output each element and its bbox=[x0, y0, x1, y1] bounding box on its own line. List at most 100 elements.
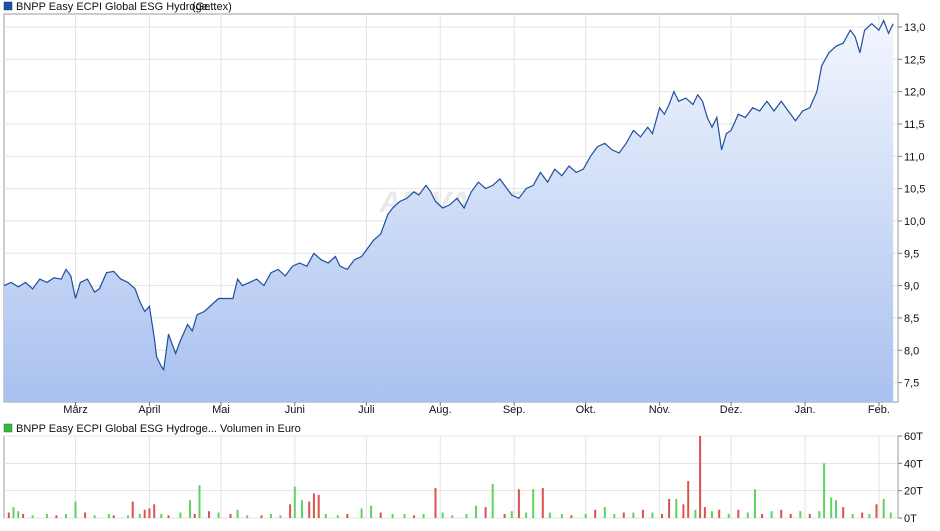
volume-bar bbox=[632, 512, 635, 518]
price-ytick-label: 10,5 bbox=[904, 184, 925, 196]
volume-bar bbox=[503, 513, 506, 518]
price-ytick-label: 9,0 bbox=[904, 281, 919, 293]
volume-bar bbox=[780, 509, 783, 518]
volume-bar bbox=[661, 513, 663, 518]
volume-bar bbox=[312, 493, 315, 518]
volume-bar bbox=[301, 500, 303, 518]
volume-bar bbox=[525, 512, 528, 518]
volume-bar bbox=[270, 513, 272, 518]
volume-bar bbox=[675, 498, 678, 518]
volume-bar bbox=[484, 507, 487, 518]
volume-bar bbox=[699, 436, 702, 518]
price-xtick-label: März bbox=[63, 404, 87, 416]
volume-bar bbox=[193, 513, 196, 518]
volume-bar bbox=[875, 504, 878, 518]
volume-bar bbox=[491, 483, 494, 518]
volume-bar bbox=[198, 485, 201, 518]
volume-bar bbox=[889, 512, 892, 518]
volume-bar bbox=[603, 507, 606, 518]
price-xtick-label: Jan. bbox=[795, 404, 816, 416]
volume-bar bbox=[160, 513, 163, 518]
volume-plot-frame bbox=[3, 435, 899, 519]
price-xtick-label: Juli bbox=[358, 404, 375, 416]
volume-bar bbox=[434, 487, 437, 518]
volume-bar bbox=[370, 505, 373, 518]
volume-bar bbox=[532, 489, 535, 518]
volume-bar bbox=[882, 498, 885, 518]
volume-bar bbox=[475, 505, 477, 518]
volume-legend-label: BNPP Easy ECPI Global ESG Hydroge... Vol… bbox=[16, 423, 301, 435]
volume-ytick-label: 20T bbox=[904, 486, 923, 498]
volume-grid bbox=[4, 435, 898, 519]
volume-bar bbox=[868, 513, 871, 518]
volume-bar bbox=[217, 512, 220, 518]
volume-bar bbox=[167, 515, 170, 518]
volume-bar bbox=[7, 512, 10, 518]
volume-bar bbox=[703, 507, 706, 518]
volume-bar bbox=[84, 512, 87, 518]
price-xtick-label: Feb. bbox=[868, 404, 890, 416]
volume-bar bbox=[143, 509, 146, 518]
volume-bar bbox=[770, 511, 773, 518]
price-y-axis: 7,5 8,0 8,5 9,0 9,5 10,0 10,5 11,0 11,5 12,0 12,5 1… bbox=[898, 22, 925, 390]
price-legend-label: BNPP Easy ECPI Global ESG Hydroge... bbox=[16, 1, 217, 13]
volume-bar bbox=[127, 515, 129, 518]
price-ytick-label: 11,5 bbox=[904, 119, 925, 131]
volume-bar bbox=[641, 509, 644, 518]
price-xtick-label: Okt. bbox=[576, 404, 596, 416]
volume-bar bbox=[694, 509, 697, 518]
volume-chart: 0T 20T 40T 60T BNPP Easy ECPI Global ESG Hy… bbox=[3, 423, 923, 525]
price-ytick-label: 8,0 bbox=[904, 345, 919, 357]
volume-bar bbox=[12, 507, 15, 518]
volume-bar bbox=[761, 513, 764, 518]
volume-ytick-label: 60T bbox=[904, 431, 923, 443]
volume-bar bbox=[293, 486, 296, 518]
volume-bars bbox=[7, 436, 892, 518]
volume-bar bbox=[441, 512, 444, 518]
price-xtick-label: April bbox=[138, 404, 160, 416]
volume-bar bbox=[360, 508, 363, 518]
volume-bar bbox=[517, 489, 520, 518]
volume-bar bbox=[651, 512, 654, 518]
volume-bar bbox=[818, 511, 821, 518]
volume-bar bbox=[465, 513, 468, 518]
volume-bar bbox=[687, 481, 690, 518]
volume-bar bbox=[727, 513, 730, 518]
volume-bar bbox=[842, 507, 845, 518]
price-ytick-label: 12,5 bbox=[904, 54, 925, 66]
price-ytick-label: 9,5 bbox=[904, 248, 919, 260]
price-ytick-label: 10,0 bbox=[904, 216, 925, 228]
price-ytick-label: 8,5 bbox=[904, 313, 919, 325]
price-line bbox=[3, 18, 894, 372]
volume-bar bbox=[718, 509, 721, 518]
price-ytick-label: 11,0 bbox=[904, 151, 925, 163]
volume-bar bbox=[45, 513, 48, 518]
price-legend-source: (Gettex) bbox=[192, 1, 232, 13]
volume-bar bbox=[541, 487, 544, 518]
price-xtick-label: Aug. bbox=[429, 404, 452, 416]
volume-bar bbox=[823, 463, 826, 518]
volume-bar bbox=[799, 511, 802, 518]
volume-bar bbox=[451, 515, 454, 518]
volume-bar bbox=[789, 513, 792, 518]
price-legend-swatch bbox=[3, 1, 13, 11]
volume-bar bbox=[403, 513, 406, 518]
volume-bar bbox=[65, 513, 67, 518]
volume-y-axis: 0T 20T 40T 60T bbox=[898, 431, 923, 525]
volume-bar bbox=[308, 501, 311, 518]
volume-bar bbox=[711, 511, 713, 518]
volume-bar bbox=[260, 515, 263, 518]
price-chart: ARIVA.DE 7,58,08,59,09,510,010,511,011,5… bbox=[3, 1, 925, 416]
price-x-axis: März April Mai Juni Juli Aug. Sep. Okt. Nov. Dez.… bbox=[63, 402, 890, 416]
volume-bar bbox=[138, 513, 141, 518]
volume-bar bbox=[510, 511, 513, 518]
price-ytick-label: 13,0 bbox=[904, 22, 925, 34]
volume-bar bbox=[668, 498, 671, 518]
volume-bar bbox=[808, 513, 811, 518]
volume-bar bbox=[336, 515, 339, 518]
volume-bar bbox=[74, 501, 77, 518]
volume-bar bbox=[236, 509, 239, 518]
volume-bar bbox=[208, 511, 210, 518]
volume-bar bbox=[17, 511, 20, 518]
